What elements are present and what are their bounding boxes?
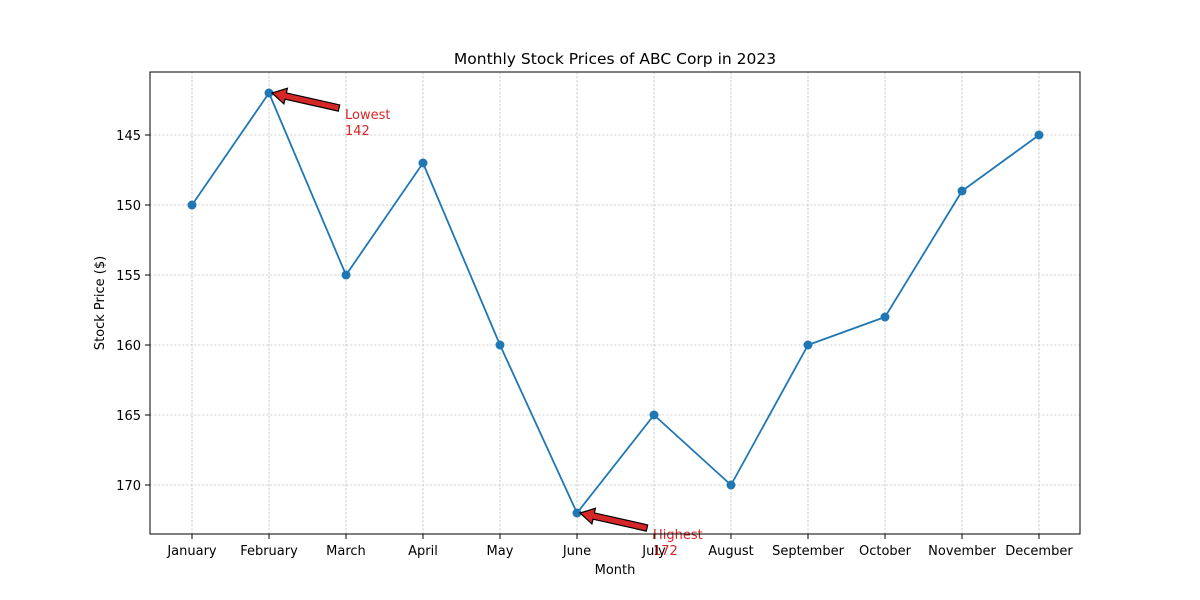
y-tick-label: 150	[116, 199, 141, 214]
data-point	[1034, 130, 1044, 140]
data-point	[187, 200, 197, 210]
data-point	[264, 88, 274, 98]
y-tick-label: 145	[116, 129, 141, 144]
y-tick-label: 165	[116, 409, 141, 424]
x-tick-label: July	[641, 544, 666, 559]
data-point	[649, 410, 659, 420]
data-point	[880, 312, 890, 322]
x-axis-label: Month	[595, 563, 636, 578]
x-tick-label: February	[240, 544, 298, 559]
annotation-arrow	[270, 87, 341, 112]
grid-lines	[150, 72, 1080, 534]
x-tick-label: August	[708, 544, 754, 559]
data-point	[341, 270, 351, 280]
annotation-arrow	[578, 507, 649, 532]
x-tick-label: January	[166, 544, 217, 559]
x-tick-label: November	[928, 544, 996, 559]
annotation-label: Lowest	[345, 108, 390, 123]
x-tick-label: September	[772, 544, 845, 559]
y-axis-label: Stock Price ($)	[93, 256, 108, 350]
data-point	[803, 340, 813, 350]
x-tick-label: June	[562, 544, 591, 559]
y-tick-label: 155	[116, 269, 141, 284]
data-point	[726, 480, 736, 490]
data-point	[957, 186, 967, 196]
y-axis: 145 150 155 160 165 170	[116, 129, 150, 494]
y-tick-label: 160	[116, 339, 141, 354]
plot-frame	[149, 71, 1081, 535]
y-tick-label: 170	[116, 479, 141, 494]
x-tick-label: April	[408, 544, 438, 559]
annotation-value: 172	[653, 544, 678, 559]
data-point	[572, 508, 582, 518]
x-tick-label: October	[859, 544, 912, 559]
x-tick-label: May	[487, 544, 514, 559]
x-tick-label: March	[326, 544, 366, 559]
chart-title: Monthly Stock Prices of ABC Corp in 2023	[454, 50, 776, 68]
annotation-label: Highest	[653, 528, 703, 543]
data-point	[495, 340, 505, 350]
x-axis: January February March April May June July Augu…	[166, 534, 1073, 559]
data-series	[187, 88, 1044, 518]
data-point	[418, 158, 428, 168]
annotation-value: 142	[345, 124, 370, 139]
series-line	[191, 92, 1040, 514]
x-tick-label: December	[1005, 544, 1073, 559]
